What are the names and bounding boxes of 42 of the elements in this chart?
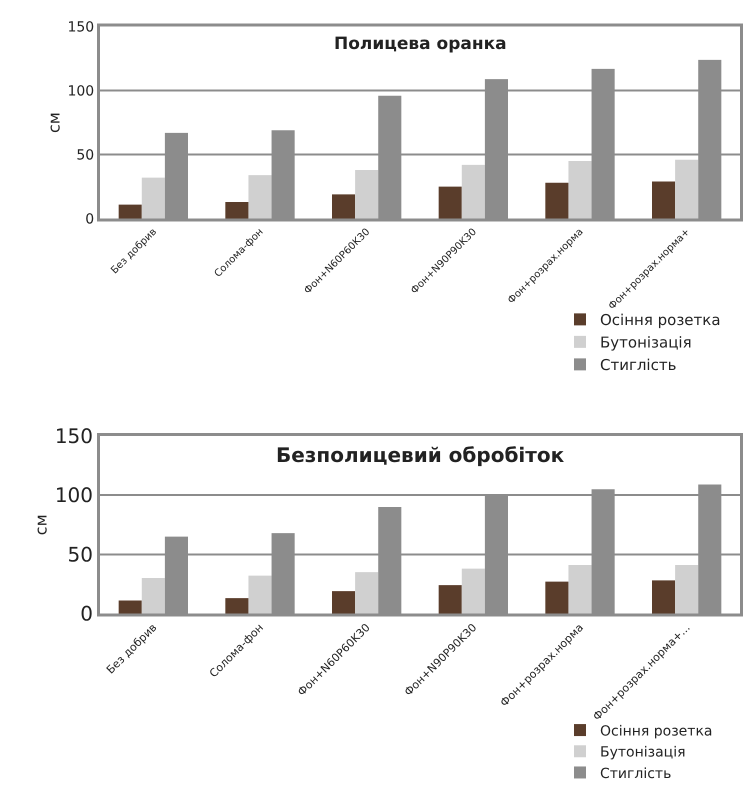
bar <box>248 175 272 219</box>
bar <box>355 170 378 219</box>
legend-label: Осіння розетка <box>600 724 712 740</box>
bar <box>118 204 142 219</box>
bar <box>118 600 142 614</box>
bar <box>225 202 248 219</box>
bar <box>652 580 676 614</box>
y-tick-label: 50 <box>68 542 93 566</box>
bar <box>652 182 676 219</box>
bar <box>462 164 485 219</box>
bar <box>248 576 272 614</box>
y-tick-label: 150 <box>67 19 94 36</box>
bar <box>438 186 462 219</box>
bar <box>142 578 165 614</box>
text: Безполицевий обробіток <box>276 443 565 467</box>
y-axis-title: см <box>32 514 51 536</box>
legend-label: Бутонізація <box>600 744 686 761</box>
bar <box>355 572 378 614</box>
bar <box>545 582 568 614</box>
bar <box>568 161 592 219</box>
bar <box>545 182 568 219</box>
bar <box>225 598 248 614</box>
legend-label: Стиглість <box>600 356 676 374</box>
y-tick-label: 100 <box>54 483 93 508</box>
y-axis-title: см <box>44 112 64 134</box>
y-tick-label: 0 <box>85 212 94 228</box>
legend-label: Бутонізація <box>600 334 692 352</box>
y-tick-label: 150 <box>54 424 93 448</box>
legend-label: Осіння розетка <box>600 311 721 330</box>
bar <box>438 585 462 614</box>
y-tick-label: 50 <box>76 148 94 164</box>
bar <box>462 568 485 614</box>
bar <box>675 565 698 614</box>
bar <box>142 178 165 219</box>
y-tick-label: 100 <box>67 83 94 100</box>
bar <box>332 591 356 614</box>
bar <box>568 565 592 614</box>
text: Полицева оранка <box>334 34 507 54</box>
y-tick-label: 0 <box>80 602 93 626</box>
legend-label: Стиглість <box>600 766 672 782</box>
bar <box>332 194 356 219</box>
bar <box>675 160 698 219</box>
